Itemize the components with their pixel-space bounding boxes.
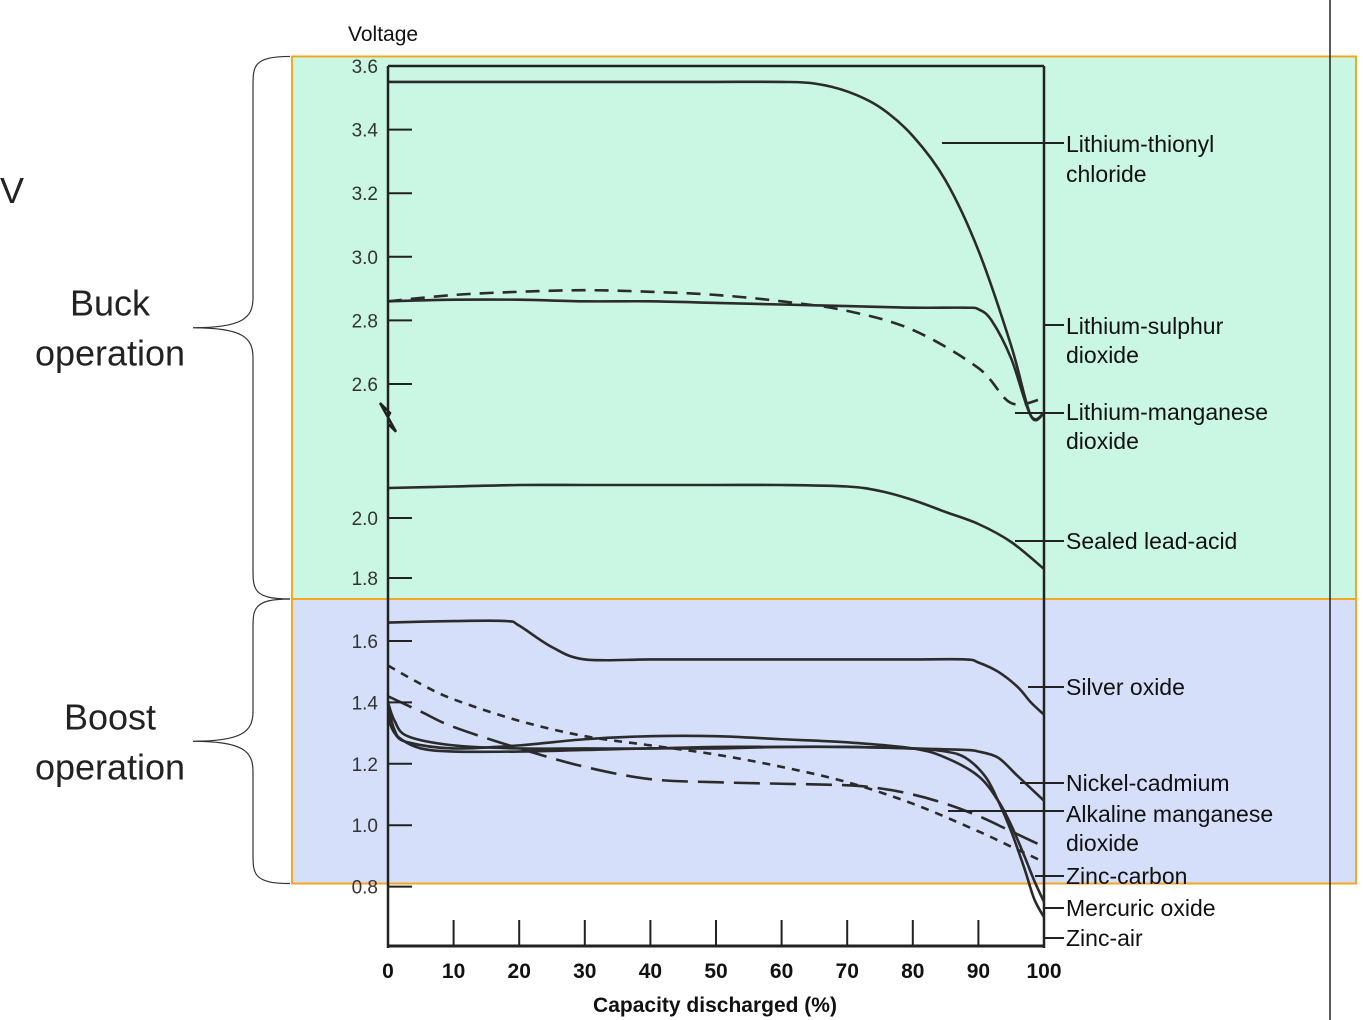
curve-lithium-sulphur <box>387 298 1045 421</box>
curve-lithium-manganese <box>387 288 1045 406</box>
operation-regions: Buck operation Boost operation <box>35 55 1357 885</box>
series-label-zinc-carbon: Zinc-carbon <box>1066 863 1187 889</box>
buck-region <box>291 55 1357 600</box>
x-tick-label: 100 <box>1026 960 1061 983</box>
series-label-silver-oxide: Silver oxide <box>1066 674 1185 700</box>
discharge-curves <box>386 80 1046 918</box>
buck-region-brace <box>192 55 291 600</box>
buck-region-label-line2: operation <box>35 333 185 374</box>
boost-region-label-line1: Boost <box>64 696 156 737</box>
series-label-lithium-sulphur: Lithium-sulphur <box>1066 313 1224 339</box>
y-tick-label: 3.6 <box>352 57 378 78</box>
x-tick-label: 40 <box>639 960 662 983</box>
x-tick-label: 50 <box>704 960 727 983</box>
plot-frame <box>388 0 1331 1020</box>
y-tick-label: 2.0 <box>352 509 378 530</box>
series-label-lithium-manganese: Lithium-manganese <box>1066 399 1268 425</box>
curve-lithium-thionyl <box>388 80 1045 422</box>
x-tick-label: 20 <box>508 960 531 983</box>
y-tick-label: 1.6 <box>352 632 378 653</box>
x-tick-label: 0 <box>382 960 394 983</box>
series-label-sealed-lead-acid: Sealed lead-acid <box>1066 528 1237 554</box>
x-tick-label: 80 <box>901 960 924 983</box>
y-tick-label: 1.0 <box>352 816 378 837</box>
x-tick-label: 70 <box>836 960 859 983</box>
y-axis-title: Voltage <box>348 23 418 46</box>
y-tick-label: 3.0 <box>352 248 378 269</box>
series-label-zinc-air: Zinc-air <box>1066 925 1143 951</box>
y-tick-label: 2.8 <box>352 311 378 332</box>
series-label-lithium-manganese-line2: dioxide <box>1066 428 1139 454</box>
curve-zinc-carbon <box>387 664 1045 864</box>
series-label-mercuric-oxide: Mercuric oxide <box>1066 895 1216 921</box>
boost-region-label-line2: operation <box>35 746 185 787</box>
y-tick-label: 1.2 <box>352 755 378 776</box>
y-axis-line <box>378 66 398 948</box>
y-tick-label: 1.8 <box>352 569 378 590</box>
curve-nickel-cadmium <box>386 708 1045 802</box>
series-label-alkaline-manganese-line2: dioxide <box>1066 830 1139 856</box>
x-tick-label: 10 <box>442 960 465 983</box>
buck-region-label-line1: Buck <box>70 283 151 324</box>
x-axis-title: Capacity discharged (%) <box>593 994 837 1017</box>
curve-silver-oxide <box>387 619 1045 716</box>
series-label-alkaline-manganese: Alkaline manganese <box>1066 801 1273 827</box>
x-tick-label: 90 <box>967 960 990 983</box>
curve-sealed-lead-acid <box>387 483 1045 571</box>
y-tick-label: 3.4 <box>352 121 379 142</box>
curve-zinc-air <box>386 701 1046 918</box>
y-tick-label: 0.8 <box>352 878 378 899</box>
series-labels: Lithium-thionyl chloride Lithium-sulphur di… <box>942 131 1273 951</box>
stray-v-label: V <box>0 170 24 211</box>
series-label-lithium-sulphur-line2: dioxide <box>1066 342 1139 368</box>
boost-region-brace <box>192 598 291 885</box>
x-tick-label: 30 <box>573 960 596 983</box>
series-label-lithium-thionyl-line2: chloride <box>1066 161 1147 187</box>
curve-mercuric-oxide <box>386 717 1046 903</box>
y-tick-label: 3.2 <box>352 184 378 205</box>
axes: 3.6 3.4 3.2 3.0 2.8 2.6 2.0 1.8 1.6 1.4 1.2 1.0 0.8 0… <box>352 57 1062 983</box>
series-label-nickel-cadmium: Nickel-cadmium <box>1066 770 1230 796</box>
series-label-lithium-thionyl: Lithium-thionyl <box>1066 131 1214 157</box>
x-tick-label: 60 <box>770 960 793 983</box>
y-tick-label: 1.4 <box>352 693 379 714</box>
y-tick-label: 2.6 <box>352 375 378 396</box>
